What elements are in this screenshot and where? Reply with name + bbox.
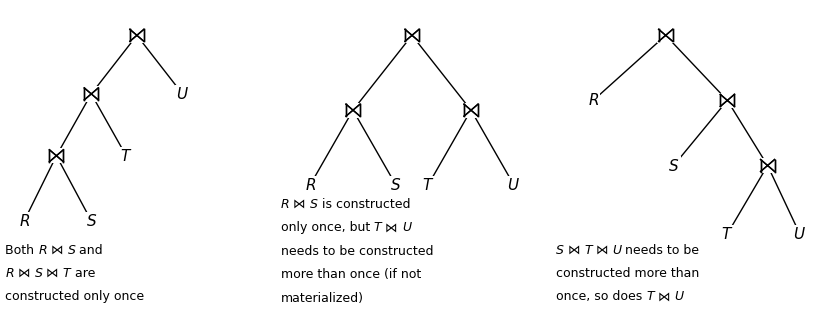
Text: U: U: [402, 221, 411, 234]
Text: $R$: $R$: [19, 213, 30, 229]
Text: ⋈: ⋈: [653, 291, 674, 304]
Bar: [48, 148, 65, 164]
Bar: [462, 103, 480, 118]
Text: R: R: [281, 198, 289, 211]
Text: S: S: [68, 244, 76, 257]
Bar: [344, 103, 362, 118]
Text: constructed only once: constructed only once: [6, 291, 144, 304]
Text: S: S: [310, 198, 317, 211]
Bar: [759, 158, 776, 173]
Text: $U$: $U$: [176, 86, 189, 102]
Text: R: R: [39, 244, 47, 257]
Bar: [719, 93, 736, 108]
Text: R: R: [6, 267, 14, 280]
Text: $R$: $R$: [305, 177, 316, 193]
Bar: [129, 28, 145, 43]
Text: ⋈: ⋈: [43, 267, 63, 280]
Text: ⋈: ⋈: [47, 244, 68, 257]
Text: S: S: [555, 244, 564, 257]
Text: U: U: [674, 291, 683, 304]
Text: Both: Both: [6, 244, 39, 257]
Bar: [404, 28, 420, 43]
Text: U: U: [612, 244, 621, 257]
Text: ⋈: ⋈: [289, 198, 310, 211]
Text: $S$: $S$: [391, 177, 401, 193]
Text: $T$: $T$: [721, 226, 733, 242]
Text: ⋈: ⋈: [382, 221, 402, 234]
Bar: [83, 86, 100, 102]
Text: and: and: [76, 244, 103, 257]
Text: T: T: [584, 244, 592, 257]
Text: more than once (if not: more than once (if not: [281, 268, 421, 281]
Text: $S$: $S$: [86, 213, 97, 229]
Text: S: S: [35, 267, 43, 280]
Text: only once, but: only once, but: [281, 221, 374, 234]
Text: $T$: $T$: [422, 177, 434, 193]
Text: materialized): materialized): [281, 292, 363, 305]
Text: T: T: [63, 267, 71, 280]
Text: $S$: $S$: [668, 158, 679, 173]
Text: are: are: [71, 267, 95, 280]
Text: $U$: $U$: [508, 177, 520, 193]
Text: ⋈: ⋈: [564, 244, 584, 257]
Text: needs to be: needs to be: [621, 244, 700, 257]
Text: needs to be constructed: needs to be constructed: [281, 245, 433, 258]
Text: ⋈: ⋈: [592, 244, 612, 257]
Text: $R$: $R$: [588, 92, 599, 109]
Text: is constructed: is constructed: [317, 198, 410, 211]
Text: constructed more than: constructed more than: [555, 267, 699, 280]
Text: ⋈: ⋈: [14, 267, 35, 280]
Text: $U$: $U$: [794, 226, 806, 242]
Text: once, so does: once, so does: [555, 291, 646, 304]
Bar: [658, 28, 674, 43]
Text: T: T: [646, 291, 653, 304]
Text: $T$: $T$: [120, 148, 133, 164]
Text: T: T: [374, 221, 382, 234]
